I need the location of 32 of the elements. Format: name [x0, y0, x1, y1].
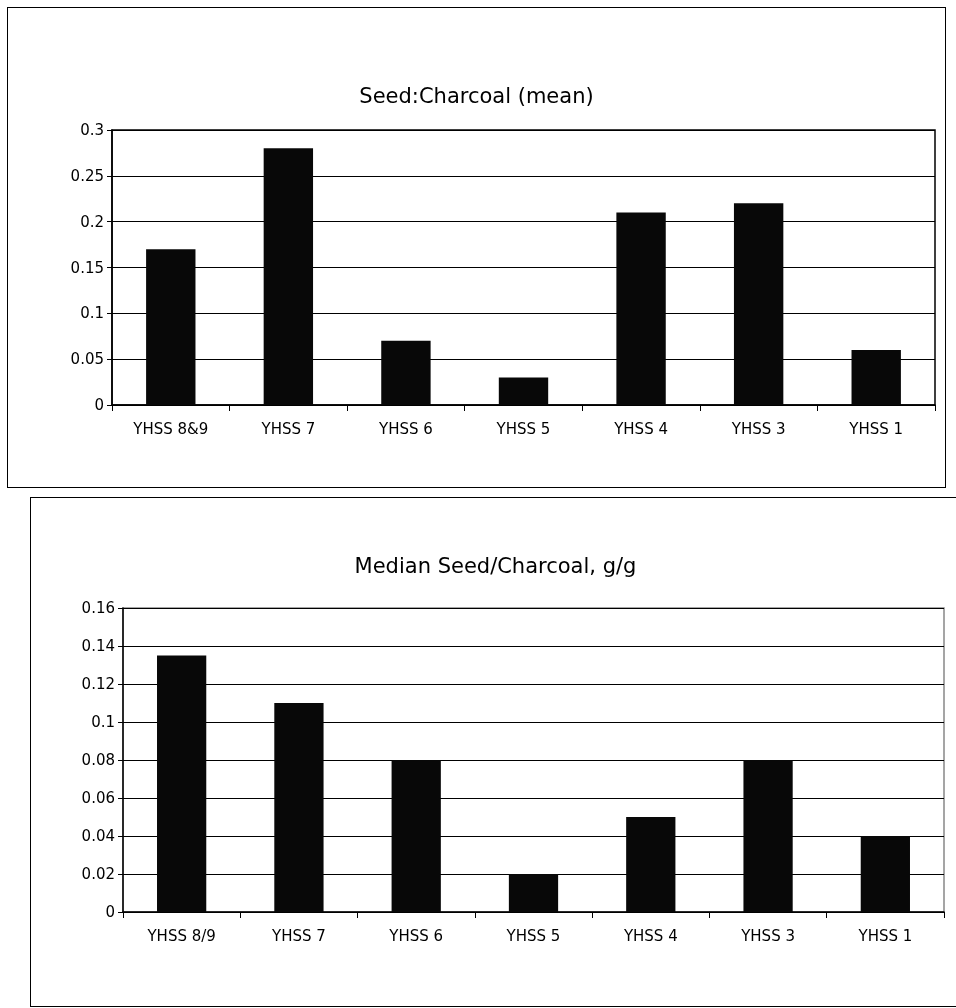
y-tick-label: 0.08 [81, 751, 115, 769]
y-tick-label: 0.12 [81, 675, 115, 693]
x-tick-label: YHSS 7 [271, 927, 326, 945]
x-tick-label: YHSS 6 [388, 927, 444, 945]
y-tick-label: 0.1 [91, 713, 115, 731]
x-tick-label: YHSS 8&9 [132, 420, 209, 438]
x-tick-label: YHSS 8/9 [146, 927, 216, 945]
y-tick-label: 0.05 [70, 350, 104, 369]
x-tick-label: YHSS 5 [505, 927, 561, 945]
y-tick-label: 0 [105, 903, 115, 921]
x-tick-label: YHSS 4 [613, 420, 668, 438]
y-tick-label: 0.14 [81, 637, 115, 655]
x-tick-label: YHSS 1 [857, 927, 913, 945]
y-tick-label: 0.16 [81, 599, 115, 617]
x-tick-label: YHSS 7 [260, 420, 316, 438]
y-tick-label: 0.15 [70, 258, 104, 277]
x-tick-label: YHSS 6 [378, 420, 433, 438]
y-tick-label: 0.3 [80, 121, 104, 139]
y-tick-label: 0.25 [70, 166, 104, 185]
x-tick-label: YHSS 1 [848, 420, 904, 438]
chart-title: Seed:Charcoal (mean) [359, 83, 594, 108]
y-tick-label: 0.1 [80, 304, 104, 323]
x-tick-label: YHSS 4 [622, 927, 678, 945]
y-tick-label: 0.04 [81, 827, 115, 845]
y-tick-label: 0 [94, 396, 104, 414]
y-tick-label: 0.06 [81, 789, 115, 807]
chart-title: Median Seed/Charcoal, g/g [354, 553, 637, 578]
y-tick-label: 0.02 [81, 865, 115, 883]
x-tick-label: YHSS 3 [730, 420, 786, 438]
x-tick-label: YHSS 3 [740, 927, 795, 945]
x-tick-label: YHSS 5 [495, 420, 551, 438]
y-tick-label: 0.2 [80, 212, 104, 231]
